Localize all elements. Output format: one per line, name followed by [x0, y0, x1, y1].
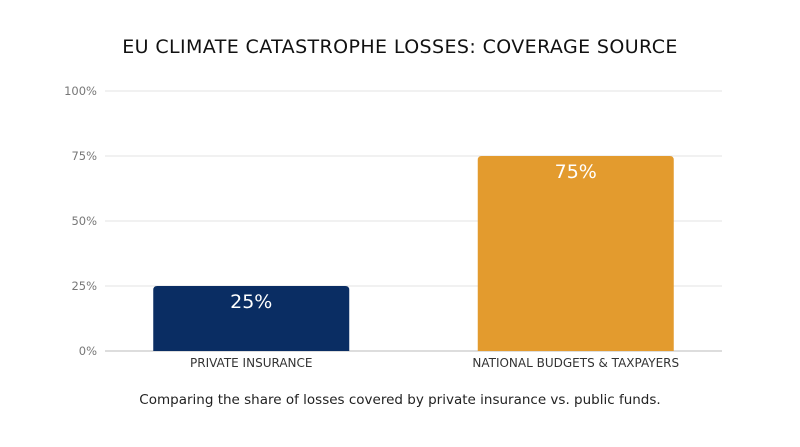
y-tick-label: 100% — [64, 84, 97, 98]
chart-subtitle: Comparing the share of losses covered by… — [139, 392, 661, 408]
bar — [477, 156, 674, 351]
y-tick-label: 25% — [71, 279, 97, 293]
bar — [153, 286, 350, 351]
data-label: 75% — [555, 161, 597, 183]
chart-title: EU CLIMATE CATASTROPHE LOSSES: COVERAGE … — [122, 36, 678, 58]
x-tick-label: PRIVATE INSURANCE — [190, 356, 312, 370]
x-tick-label: NATIONAL BUDGETS & TAXPAYERS — [472, 356, 679, 370]
y-tick-label: 0% — [79, 344, 97, 358]
y-tick-label: 50% — [71, 214, 97, 228]
data-label: 25% — [230, 291, 272, 313]
y-tick-label: 75% — [71, 149, 97, 163]
